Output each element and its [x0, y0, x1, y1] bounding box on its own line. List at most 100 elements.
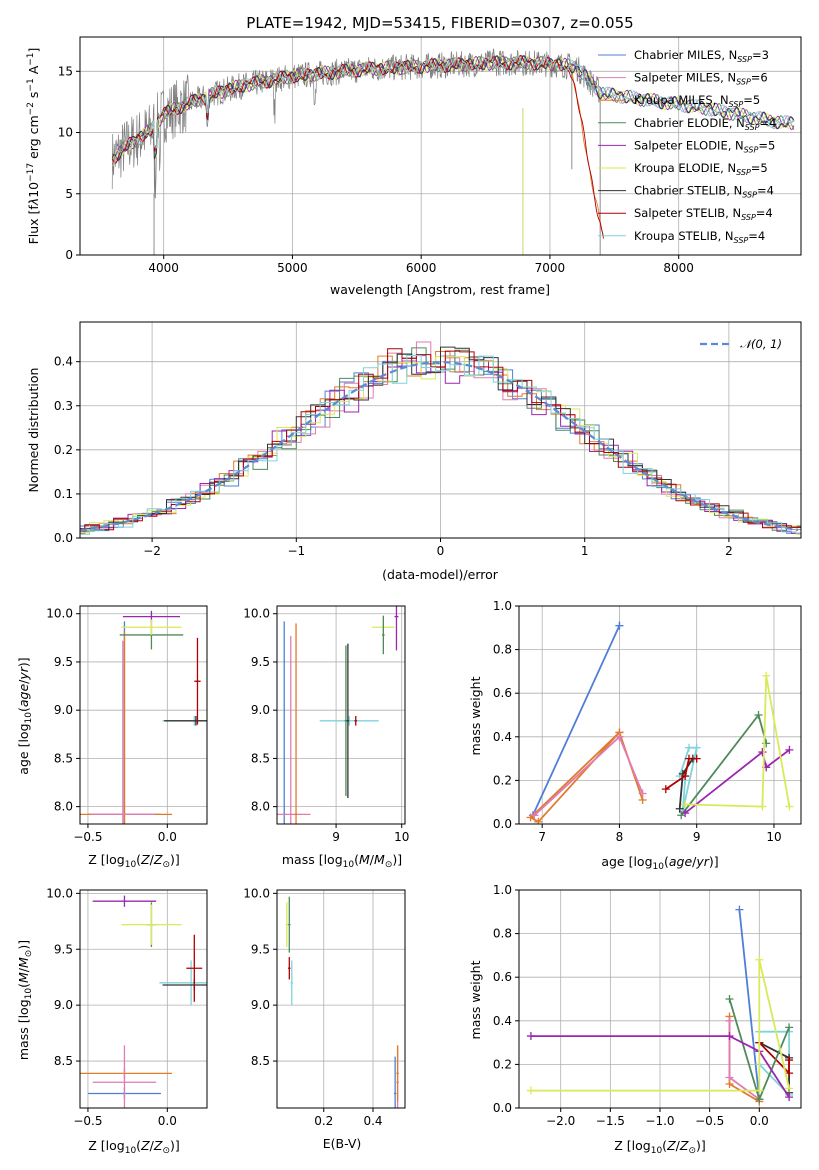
kroupa-stelib-histogram — [80, 355, 801, 535]
y-tick-label: 8.0 — [251, 800, 270, 814]
mass-ebv-xlabel: E(B-V) — [323, 1136, 362, 1151]
legend-entry: Chabrier STELIB, NSSP=4 — [634, 184, 774, 200]
data-point — [684, 754, 693, 763]
x-tick-label: 10 — [394, 830, 409, 844]
legend-entry: Kroupa MILES, NSSP=5 — [634, 93, 760, 109]
y-tick-label: 9.0 — [251, 998, 270, 1012]
y-tick-label: 0.2 — [54, 443, 73, 457]
legend-entry: Salpeter MILES, NSSP=6 — [634, 71, 768, 87]
salpeter-miles-line — [533, 735, 644, 816]
spectrum-plot: 4000 5000 6000 7000 8000 0 5 10 15 Chabrier MILES… — [58, 36, 802, 275]
y-tick-label: 9.0 — [251, 703, 270, 717]
axes-frame — [276, 605, 406, 825]
y-tick-label: 8.5 — [54, 751, 73, 765]
plot-area — [526, 621, 794, 824]
massweight-vs-metallicity-plot: −2.0 −1.5 −1.0 −0.5 0.0 0.0 0.2 0.4 0.6 0.8 1.0 — [493, 883, 802, 1128]
data-point — [661, 785, 670, 794]
y-tick-label: 0.4 — [54, 355, 73, 369]
x-tick-label: 8000 — [663, 261, 694, 275]
x-tick-label: 0.0 — [158, 1114, 177, 1128]
data-point — [681, 800, 690, 809]
y-tick-label: 15 — [58, 64, 73, 78]
axes-frame — [79, 321, 802, 539]
y-tick-label: 9.0 — [54, 703, 73, 717]
data-point — [530, 811, 539, 820]
y-tick-label: 8.0 — [54, 800, 73, 814]
spectrum-ylabel: Flux [fλ10−17 erg cm−2 s−1 A−1] — [26, 48, 41, 245]
x-tick-label: 5000 — [277, 261, 308, 275]
y-tick-label: 0.6 — [493, 686, 512, 700]
normal-curve — [80, 360, 799, 532]
x-tick-label: −0.5 — [695, 1114, 724, 1128]
mw-z-xlabel: Z [log10(Z/Z⊙)] — [614, 1138, 706, 1156]
chabrier-stelib-histogram — [80, 346, 801, 534]
y-tick-label: 0 — [65, 248, 73, 262]
data-point — [725, 1032, 734, 1041]
x-tick-label: −0.5 — [73, 830, 102, 844]
mass-z-xlabel: Z [log10(Z/Z⊙)] — [88, 1138, 180, 1156]
spectrum-title: PLATE=1942, MJD=53415, FIBERID=0307, z=0… — [246, 14, 633, 32]
plot-area — [80, 341, 801, 536]
legend-entry: Chabrier MILES, NSSP=3 — [634, 48, 769, 64]
y-tick-label: 0.1 — [54, 487, 73, 501]
salpeter-stelib-model-line — [111, 54, 604, 239]
mass-vs-metallicity-plot: −0.5 0.0 8.5 9.0 9.5 10.0 — [46, 886, 208, 1128]
chabrier-elodie-line — [680, 713, 768, 816]
residual-ylabel: Normed distribution — [26, 368, 41, 493]
axes-frame — [79, 605, 208, 825]
data-point — [785, 802, 794, 811]
x-tick-label: 0.2 — [314, 1114, 333, 1128]
legend-entry: 𝒩(0, 1) — [740, 337, 782, 351]
spectrum-xlabel: wavelength [Angstrom, rest frame] — [330, 282, 550, 297]
data-point — [526, 1032, 535, 1041]
kroupa-elodie-model-line — [111, 55, 795, 159]
data-point — [725, 1073, 734, 1082]
massweight-vs-age-plot: 7 8 9 10 0.0 0.2 0.4 0.6 0.8 1.0 — [493, 599, 802, 844]
x-tick-label: −1.0 — [645, 1114, 674, 1128]
x-tick-label: −1 — [287, 544, 305, 558]
residual-xlabel: (data-model)/error — [382, 567, 499, 582]
kroupa-elodie-line — [530, 959, 790, 1092]
x-tick-label: 7000 — [535, 261, 566, 275]
x-tick-label: 9 — [693, 830, 701, 844]
y-tick-label: 0.8 — [493, 643, 512, 657]
chabrier-stelib-model-line — [111, 55, 795, 161]
legend-entry: Salpeter ELODIE, NSSP=5 — [634, 138, 775, 154]
y-tick-label: 0.0 — [493, 817, 512, 831]
data-point — [615, 621, 624, 630]
y-tick-label: 8.5 — [251, 751, 270, 765]
data-point — [785, 1056, 794, 1065]
x-tick-label: 0.0 — [158, 830, 177, 844]
data-point — [725, 1016, 734, 1025]
x-tick-label: 0.0 — [750, 1114, 769, 1128]
y-tick-label: 9.5 — [54, 942, 73, 956]
chabrier-stelib-line — [678, 758, 694, 809]
axes-frame — [276, 889, 406, 1109]
spectrum-legend: Chabrier MILES, NSSP=3 Salpeter MILES, NS… — [598, 48, 776, 245]
data-point — [785, 1023, 794, 1032]
plot-area — [80, 610, 207, 824]
legend-entry: Chabrier ELODIE, NSSP=4 — [634, 116, 776, 132]
plot-area — [277, 606, 399, 824]
age-vs-mass-plot: 9 10 8.0 8.5 9.0 9.5 10.0 — [243, 605, 409, 844]
x-tick-label: 7 — [538, 830, 546, 844]
data-point — [758, 748, 767, 757]
data-point — [675, 804, 684, 813]
mass-vs-ebv-plot: 0.2 0.4 8.5 9.0 9.5 10.0 — [243, 886, 406, 1128]
y-tick-label: 1.0 — [493, 883, 512, 897]
chabrier-miles-line — [738, 909, 761, 1100]
mw-age-ylabel: mass weight — [468, 676, 483, 755]
mass-z-ylabel: mass [log10(M/M⊙)] — [16, 940, 34, 1060]
chabrier-miles-line — [532, 625, 621, 816]
x-tick-label: 10 — [766, 830, 781, 844]
data-point — [758, 802, 767, 811]
data-point — [785, 745, 794, 754]
data-point — [526, 1086, 535, 1095]
data-point — [681, 809, 690, 818]
axes-frame — [79, 36, 802, 256]
x-tick-label: 2 — [725, 544, 733, 558]
y-tick-label: 8.5 — [54, 1054, 73, 1068]
mw-z-ylabel: mass weight — [468, 960, 483, 1039]
legend-entry: Salpeter STELIB, NSSP=4 — [634, 206, 773, 222]
y-tick-label: 0.2 — [493, 1057, 512, 1071]
